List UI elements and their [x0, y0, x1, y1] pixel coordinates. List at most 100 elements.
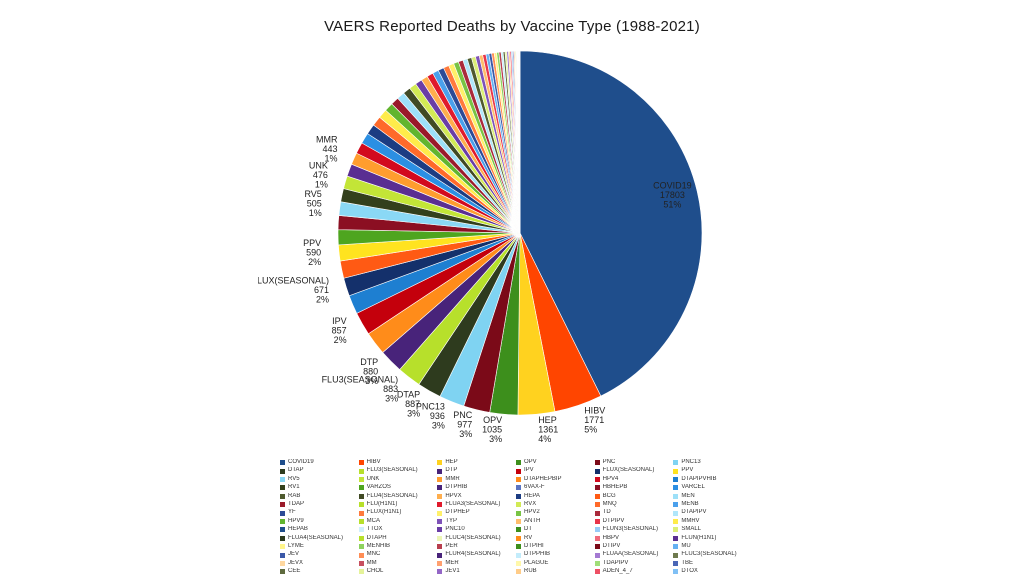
legend-entry-hibv: HIBV [358, 459, 436, 466]
legend-label: DTAP [288, 467, 304, 474]
legend-swatch [515, 552, 521, 558]
legend-label: MU [681, 543, 691, 550]
legend-swatch [280, 510, 285, 516]
legend-swatch [358, 468, 364, 474]
legend-label: RV1 [288, 484, 300, 491]
slice-label-dtap: DTAP 887 3% [397, 389, 420, 418]
legend-swatch [280, 561, 285, 567]
legend-entry-mm: MM [358, 560, 436, 567]
legend-label: TYP [445, 517, 457, 524]
legend-label: TDAPIPV [602, 559, 629, 566]
slice-labels: COVID19 17803 51% HIBV 1771 5% HEP 1361 4% OPV 103… [258, 134, 692, 444]
legend-label: UNK [366, 475, 380, 482]
legend-label: HPV2 [523, 509, 540, 516]
chart-legend: COVID19 HIBV HEP OPV PNC PNC13 DTAP FLU3(SEASON… [280, 459, 750, 576]
legend-entry-dtaph: DTAPH [358, 534, 436, 542]
legend-label: COVID19 [288, 459, 314, 465]
legend-swatch [594, 561, 600, 567]
legend-swatch [437, 468, 443, 474]
legend-entry-hbhepb: HBHEPB [594, 484, 672, 491]
legend-label: VARZOS [366, 484, 391, 491]
legend-label: ADEN_4_7 [602, 568, 633, 575]
legend-swatch [594, 485, 600, 491]
legend-label: DTP [445, 467, 458, 474]
legend-label: FLU(H1N1) [366, 501, 398, 508]
legend-label: HPVX [445, 492, 462, 499]
legend-label: PNC10 [445, 526, 465, 533]
legend-swatch [673, 510, 679, 516]
legend-label: DTAPIPVHIB [681, 475, 717, 482]
legend-entry-rvx: RVX [515, 501, 593, 508]
legend-swatch [515, 527, 521, 533]
legend-swatch [280, 477, 285, 483]
legend-swatch [280, 460, 285, 466]
legend-entry-dtipv: DTIPV [594, 543, 672, 550]
legend-label: FLUN(H1N1) [681, 534, 717, 541]
legend-label: DTAPH [366, 534, 387, 541]
legend-label: FLUA3(SEASONAL) [445, 501, 501, 508]
legend-entry-yf: YF [280, 509, 357, 516]
legend-swatch [515, 561, 521, 567]
legend-swatch [673, 493, 679, 499]
legend-label: MMRV [681, 517, 700, 524]
legend-swatch [515, 535, 521, 541]
legend-entry-tdapipv: TDAPIPV [594, 559, 672, 567]
legend-label: JEVX [288, 559, 304, 566]
legend-entry-flux-seasonal: FLUX(SEASONAL) [594, 467, 672, 474]
legend-swatch [673, 468, 679, 474]
legend-swatch [594, 535, 600, 541]
legend-entry-hbpv: HBPV [594, 535, 672, 542]
legend-entry-dtp: DTP [437, 467, 514, 474]
legend-label: ANTH [523, 517, 541, 524]
legend-entry-per: PER [437, 543, 514, 550]
legend-swatch [280, 569, 285, 575]
legend-swatch [437, 535, 443, 541]
legend-entry-dtphib: DTPHIB [437, 484, 514, 491]
legend-swatch [280, 493, 285, 499]
legend-entry-varcel: VARCEL [673, 484, 750, 491]
legend-entry-hpv4: HPV4 [594, 476, 672, 483]
legend-swatch [515, 519, 521, 525]
legend-swatch [358, 493, 364, 499]
legend-swatch [280, 468, 285, 474]
legend-label: FLUN3(SEASONAL) [602, 526, 659, 533]
legend-entry-pnc: PNC [594, 459, 672, 466]
slice-label-flu3-seasonal: FLU3(SEASONAL) 883 3% [322, 375, 399, 404]
legend-entry-pnc10: PNC10 [437, 526, 514, 533]
slice-label-dtp: DTP 880 3% [360, 357, 378, 386]
legend-label: BCG [602, 492, 616, 499]
legend-entry-rv5: RV5 [280, 476, 357, 483]
legend-label: MNQ [602, 501, 617, 508]
legend-swatch [673, 519, 679, 525]
legend-swatch [515, 493, 521, 499]
slice-label-hibv: HIBV 1771 5% [584, 405, 605, 434]
legend-label: DTPHIB [445, 484, 468, 491]
legend-label: FLUX(H1N1) [366, 509, 402, 516]
legend-entry-mnq: MNQ [594, 501, 672, 508]
legend-label: DT [523, 526, 532, 533]
legend-swatch [594, 544, 600, 550]
slice-label-flux-seasonal: FLUX(SEASONAL) 671 2% [258, 275, 329, 304]
legend-entry-mmrv: MMRV [673, 518, 750, 525]
legend-entry-dtpphib: DTPPHIB [515, 551, 593, 558]
legend-swatch [594, 477, 600, 483]
legend-label: PPV [681, 467, 694, 474]
legend-label: HEPAB [288, 526, 308, 533]
legend-label: PER [445, 543, 458, 550]
legend-entry-flux-h1n1: FLUX(H1N1) [358, 509, 436, 516]
legend-label: DTPPHIB [523, 551, 550, 558]
legend-swatch [437, 460, 443, 466]
legend-swatch [437, 561, 443, 567]
legend-entry-hep: HEP [437, 459, 514, 466]
legend-entry-fluc4-seasonal: FLUC4(SEASONAL) [437, 535, 514, 542]
legend-swatch [594, 493, 600, 499]
legend-swatch [358, 535, 364, 541]
legend-swatch [673, 485, 679, 491]
legend-swatch [437, 502, 443, 508]
legend-swatch [594, 468, 600, 474]
legend-entry-hpvx: HPVX [437, 493, 514, 500]
legend-entry-hepab: HEPAB [280, 526, 357, 533]
legend-swatch [358, 561, 364, 567]
legend-swatch [358, 485, 364, 491]
legend-label: DTIPV [602, 543, 621, 550]
